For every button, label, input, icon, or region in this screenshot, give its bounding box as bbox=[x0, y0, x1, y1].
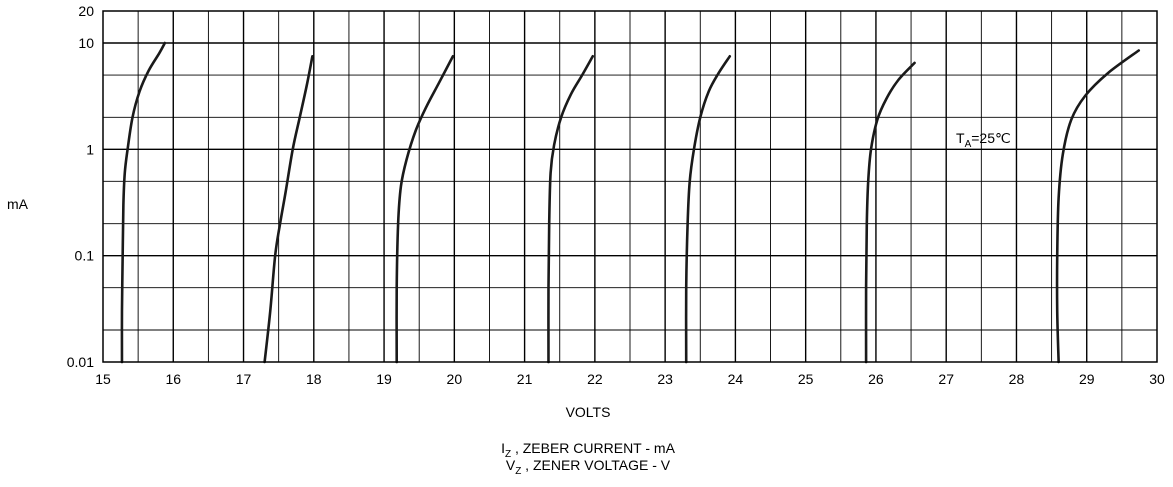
annotation-temperature: TA=25℃ bbox=[956, 130, 1011, 150]
x-tick-label: 21 bbox=[517, 371, 533, 387]
zener-curve-4 bbox=[547, 54, 595, 364]
grid bbox=[103, 11, 1157, 362]
annotation-tail: =25℃ bbox=[971, 130, 1010, 146]
y-tick-label: 10 bbox=[78, 35, 94, 51]
x-tick-label: 27 bbox=[938, 371, 954, 387]
x-tick-label: 18 bbox=[306, 371, 322, 387]
annotation-sub: A bbox=[965, 139, 972, 150]
y-axis-label: mA bbox=[7, 196, 29, 212]
zener-curve-6 bbox=[864, 61, 916, 364]
caption-2-tail: , ZENER VOLTAGE - V bbox=[521, 457, 671, 473]
x-tick-label: 20 bbox=[447, 371, 463, 387]
x-tick-labels: 15 16 17 18 19 20 21 22 23 24 25 26 27 28 29 30 bbox=[95, 371, 1165, 387]
caption-line-2: VZ , ZENER VOLTAGE - V bbox=[506, 457, 671, 477]
y-tick-label: 0.01 bbox=[67, 354, 94, 370]
x-axis-label: VOLTS bbox=[566, 404, 611, 420]
curves bbox=[120, 41, 1141, 364]
plot-border bbox=[102, 10, 1158, 363]
plot-frame bbox=[102, 10, 1158, 363]
annotation-main: T bbox=[956, 130, 965, 146]
caption-line-1: IZ , ZEBER CURRENT - mA bbox=[501, 440, 676, 460]
caption-1-sub: Z bbox=[505, 449, 511, 460]
y-tick-label: 0.1 bbox=[75, 248, 95, 264]
caption-1-main: I bbox=[501, 440, 505, 456]
zener-curve-5 bbox=[684, 54, 732, 364]
zener-curve-1 bbox=[120, 41, 167, 364]
x-tick-label: 16 bbox=[165, 371, 181, 387]
caption-2-main: V bbox=[506, 457, 516, 473]
caption-2-sub: Z bbox=[515, 466, 521, 477]
x-tick-label: 22 bbox=[587, 371, 603, 387]
x-tick-label: 25 bbox=[798, 371, 814, 387]
y-tick-label: 1 bbox=[86, 141, 94, 157]
caption-1-tail: , ZEBER CURRENT - mA bbox=[511, 440, 676, 456]
x-tick-label: 28 bbox=[1009, 371, 1025, 387]
x-tick-label: 24 bbox=[728, 371, 744, 387]
x-tick-label: 30 bbox=[1149, 371, 1165, 387]
x-tick-label: 15 bbox=[95, 371, 111, 387]
zener-curve-7 bbox=[1055, 49, 1141, 364]
y-tick-label: 20 bbox=[78, 3, 94, 19]
x-tick-label: 29 bbox=[1079, 371, 1095, 387]
x-tick-label: 23 bbox=[657, 371, 673, 387]
x-tick-label: 17 bbox=[236, 371, 252, 387]
x-tick-label: 26 bbox=[868, 371, 884, 387]
zener-curve-3 bbox=[395, 54, 455, 364]
zener-curve-2 bbox=[263, 54, 314, 364]
x-tick-label: 19 bbox=[376, 371, 392, 387]
y-tick-labels: 20 10 1 0.1 0.01 bbox=[67, 3, 94, 370]
